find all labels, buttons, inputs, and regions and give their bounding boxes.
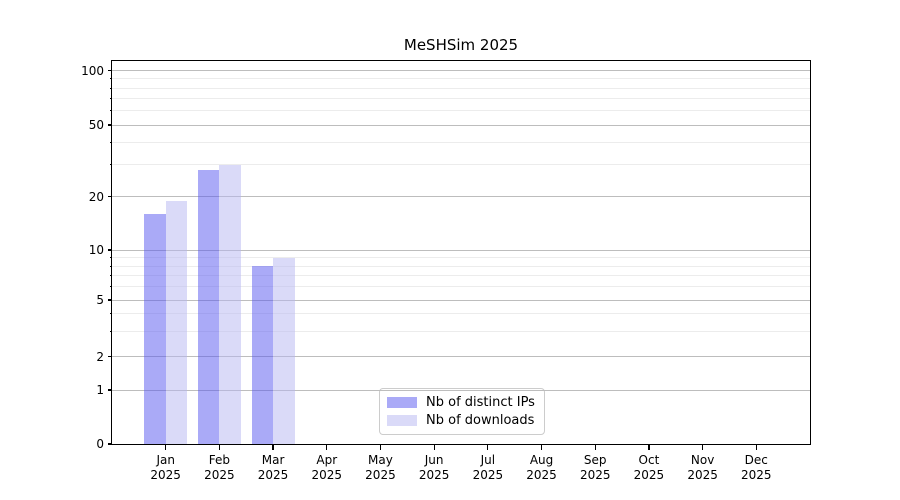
legend: Nb of distinct IPs Nb of downloads bbox=[379, 388, 545, 435]
gridline-major-100 bbox=[112, 70, 810, 71]
xtick-mark-mar bbox=[272, 444, 274, 450]
xtick-label-jul: Jul 2025 bbox=[472, 453, 504, 482]
bar-distinct-ips-mar bbox=[251, 266, 274, 444]
gridline-minor-7 bbox=[112, 275, 810, 277]
xtick-mark-nov bbox=[702, 444, 704, 450]
xtick-mark-aug bbox=[540, 444, 543, 450]
gridline-major-1 bbox=[112, 389, 810, 391]
ytick-minor-60 bbox=[109, 110, 112, 112]
gridline-major-5 bbox=[112, 299, 810, 301]
legend-label-downloads: Nb of downloads bbox=[426, 413, 535, 429]
ytick-mark-10 bbox=[108, 249, 112, 251]
ytick-label-0: 0 bbox=[96, 437, 104, 451]
xtick-mark-jun bbox=[433, 444, 435, 450]
xtick-mark-apr bbox=[326, 444, 328, 450]
ytick-label-100: 100 bbox=[81, 63, 104, 78]
xtick-label-jan: Jan 2025 bbox=[150, 453, 181, 482]
gridline-minor-9 bbox=[112, 257, 810, 259]
gridline-major-20 bbox=[112, 196, 810, 198]
bar-distinct-ips-jan bbox=[144, 213, 166, 444]
ytick-minor-30 bbox=[109, 164, 112, 166]
xtick-mark-may bbox=[379, 444, 382, 450]
ytick-minor-90 bbox=[109, 78, 112, 80]
xtick-label-may: May 2025 bbox=[365, 453, 396, 482]
ytick-minor-6 bbox=[109, 286, 112, 288]
xtick-mark-feb bbox=[218, 444, 220, 450]
xtick-label-apr: Apr 2025 bbox=[311, 453, 343, 482]
ytick-mark-1 bbox=[108, 389, 112, 391]
chart-title: MeSHSim 2025 bbox=[403, 36, 519, 54]
gridline-minor-6 bbox=[112, 286, 810, 288]
bar-downloads-jan bbox=[165, 200, 188, 444]
gridline-minor-40 bbox=[112, 141, 810, 143]
gridline-minor-8 bbox=[112, 265, 810, 267]
xtick-label-oct: Oct 2025 bbox=[633, 453, 665, 482]
ytick-minor-70 bbox=[109, 98, 112, 100]
xtick-label-mar: Mar 2025 bbox=[257, 453, 289, 482]
legend-row-downloads: Nb of downloads bbox=[387, 413, 536, 428]
xtick-label-dec: Dec 2025 bbox=[741, 453, 772, 482]
gridline-minor-80 bbox=[112, 87, 810, 89]
ytick-minor-8 bbox=[109, 265, 112, 267]
gridline-minor-90 bbox=[112, 78, 810, 80]
gridline-minor-70 bbox=[112, 98, 810, 100]
ytick-mark-20 bbox=[108, 196, 112, 198]
gridline-major-50 bbox=[112, 124, 810, 126]
legend-swatch-distinct-ips bbox=[387, 396, 417, 408]
legend-row-distinct-ips: Nb of distinct IPs bbox=[387, 395, 536, 410]
ytick-minor-80 bbox=[109, 87, 112, 89]
xtick-mark-dec bbox=[755, 444, 757, 450]
gridline-minor-3 bbox=[112, 331, 810, 333]
ytick-label-10: 10 bbox=[88, 243, 104, 257]
bar-distinct-ips-feb bbox=[197, 170, 220, 444]
ytick-label-2: 2 bbox=[96, 349, 104, 364]
gridline-major-2 bbox=[112, 356, 810, 358]
legend-label-distinct-ips: Nb of distinct IPs bbox=[426, 394, 535, 410]
ytick-minor-40 bbox=[109, 141, 112, 143]
ytick-mark-5 bbox=[108, 299, 112, 301]
ytick-label-50: 50 bbox=[88, 118, 104, 132]
ytick-label-5: 5 bbox=[96, 293, 104, 307]
ytick-minor-7 bbox=[109, 275, 112, 277]
bar-downloads-mar bbox=[273, 257, 295, 444]
gridline-minor-60 bbox=[112, 110, 810, 112]
xtick-mark-jan bbox=[165, 444, 167, 450]
xtick-label-sep: Sep 2025 bbox=[579, 453, 611, 482]
ytick-label-20: 20 bbox=[88, 189, 104, 204]
ytick-minor-3 bbox=[109, 331, 112, 333]
ytick-mark-2 bbox=[108, 356, 112, 358]
bar-downloads-feb bbox=[219, 164, 241, 444]
xtick-label-nov: Nov 2025 bbox=[687, 453, 718, 482]
ytick-mark-50 bbox=[108, 124, 112, 126]
gridline-minor-30 bbox=[112, 164, 810, 166]
legend-swatch-downloads bbox=[387, 415, 417, 427]
gridline-minor-4 bbox=[112, 313, 810, 315]
ytick-label-1: 1 bbox=[96, 383, 104, 397]
xtick-label-jun: Jun 2025 bbox=[418, 453, 450, 482]
gridline-major-10 bbox=[112, 249, 810, 251]
ytick-minor-4 bbox=[109, 313, 112, 315]
xtick-label-aug: Aug 2025 bbox=[526, 453, 557, 482]
xtick-mark-jul bbox=[487, 444, 489, 450]
ytick-mark-0 bbox=[108, 443, 112, 445]
xtick-mark-oct bbox=[648, 444, 650, 450]
xtick-label-feb: Feb 2025 bbox=[204, 453, 235, 482]
ytick-mark-100 bbox=[108, 69, 112, 72]
ytick-minor-9 bbox=[109, 257, 112, 259]
xtick-mark-sep bbox=[594, 444, 596, 450]
